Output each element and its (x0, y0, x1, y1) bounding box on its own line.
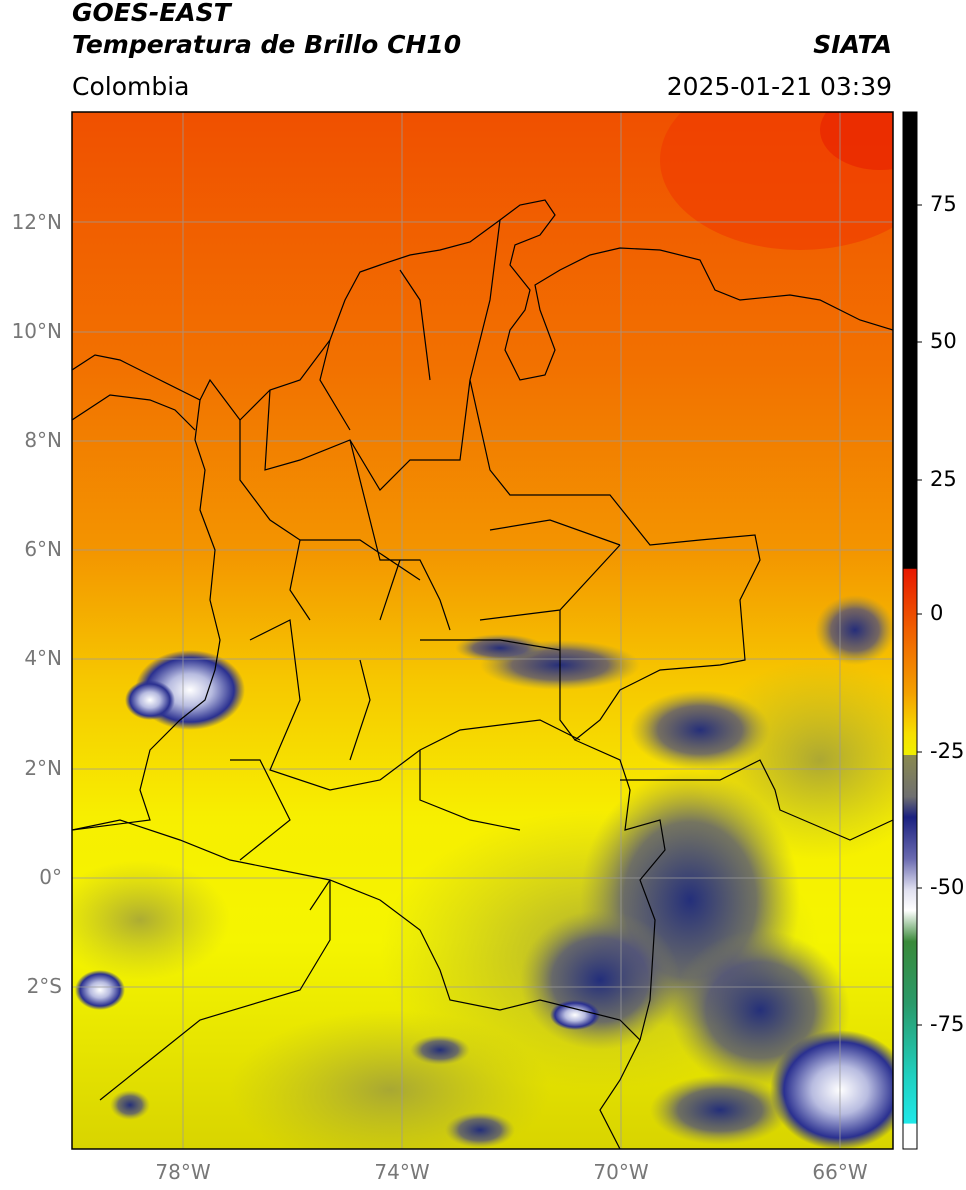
lon-label-66w: 66°W (812, 1160, 868, 1184)
lat-label-4n: 4°N (24, 646, 62, 670)
colorbar-label-75: 75 (930, 192, 957, 216)
product-title: Temperatura de Brillo CH10 (72, 30, 462, 59)
colorbar-label-50: 50 (930, 329, 957, 353)
map-frame (71, 111, 894, 1150)
lat-label-12n: 12°N (11, 210, 62, 234)
colorbar-label-minus75: -75 (930, 1012, 965, 1036)
satellite-image (72, 112, 893, 1149)
borders (72, 199, 893, 1149)
satellite-title: GOES-EAST (72, 0, 231, 27)
colorbar-ticks (917, 204, 922, 1026)
agency-label: SIATA (813, 30, 892, 59)
lon-label-74w: 74°W (374, 1160, 430, 1184)
colorbar (902, 111, 918, 1150)
lat-label-2s: 2°S (26, 974, 62, 998)
region-label: Colombia (72, 72, 190, 101)
colorbar-label-0: 0 (930, 601, 944, 625)
lat-label-8n: 8°N (24, 428, 62, 452)
lon-label-78w: 78°W (155, 1160, 211, 1184)
colorbar-label-25: 25 (930, 467, 957, 491)
lat-label-10n: 10°N (11, 319, 62, 343)
lon-label-70w: 70°W (593, 1160, 649, 1184)
lat-label-2n: 2°N (24, 756, 62, 780)
colorbar-label-minus25: -25 (930, 739, 965, 763)
lat-label-0: 0° (39, 865, 62, 889)
colorbar-label-minus50: -50 (930, 875, 965, 899)
lat-label-6n: 6°N (24, 537, 62, 561)
datetime-label: 2025-01-21 03:39 (666, 72, 892, 101)
